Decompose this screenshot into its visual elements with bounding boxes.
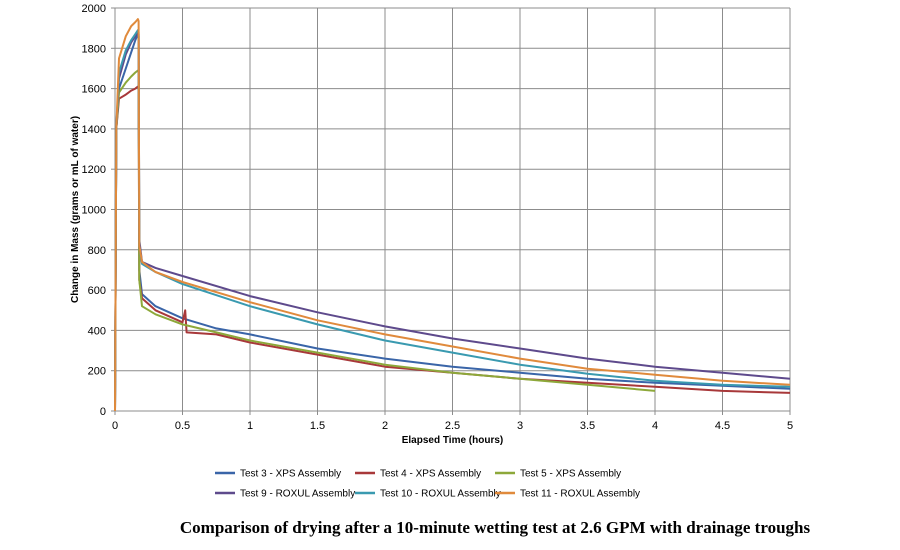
x-tick-label: 0.5 <box>175 420 190 432</box>
series-line-4 <box>114 31 791 412</box>
y-tick-label: 2000 <box>82 3 106 15</box>
series-line-6 <box>114 18 791 412</box>
y-tick-label: 400 <box>88 325 106 337</box>
x-tick-label: 4 <box>652 420 658 432</box>
legend-entry-1: Test 3 - XPS Assembly <box>240 469 341 480</box>
y-tick-label: 0 <box>100 406 106 418</box>
series-line-3 <box>114 69 656 412</box>
y-tick-label: 1600 <box>82 84 106 96</box>
x-tick-label: 2 <box>382 420 388 432</box>
x-tick-label: 2.5 <box>445 420 460 432</box>
y-axis-label: Change in Mass (grams or mL of water) <box>70 116 81 303</box>
legend-entry-5: Test 10 - ROXUL Assembly <box>380 489 501 500</box>
y-tick-label: 1000 <box>82 205 106 217</box>
series-group <box>114 18 791 412</box>
y-tick-label: 1800 <box>82 43 106 55</box>
y-tick-label: 200 <box>88 366 106 378</box>
x-tick-label: 4.5 <box>715 420 730 432</box>
x-tick-label: 1 <box>247 420 253 432</box>
y-tick-label: 1200 <box>82 164 106 176</box>
axes <box>111 7 791 415</box>
y-tick-label: 1400 <box>82 124 106 136</box>
y-tick-label: 600 <box>88 285 106 297</box>
series-line-1 <box>114 33 791 412</box>
x-tick-label: 3.5 <box>580 420 595 432</box>
x-axis-label: Elapsed Time (hours) <box>402 435 504 446</box>
legend-entry-3: Test 5 - XPS Assembly <box>520 469 621 480</box>
y-tick-label: 800 <box>88 245 106 257</box>
legend-entry-2: Test 4 - XPS Assembly <box>380 469 481 480</box>
legend-entry-4: Test 9 - ROXUL Assembly <box>240 489 355 500</box>
x-tick-label: 5 <box>787 420 793 432</box>
legend-entry-6: Test 11 - ROXUL Assembly <box>520 489 640 500</box>
figure-caption: Comparison of drying after a 10-minute w… <box>179 518 811 537</box>
grid-lines <box>115 7 791 411</box>
x-tick-label: 3 <box>517 420 523 432</box>
x-tick-label: 0 <box>112 420 118 432</box>
x-axis-ticks: 0 0.5 1 1.5 2 2.5 3 3.5 4 4.5 5 <box>112 420 793 432</box>
legend: Test 3 - XPS Assembly Test 4 - XPS Assemb… <box>215 469 640 500</box>
x-tick-label: 1.5 <box>310 420 325 432</box>
y-axis-ticks: 0 200 400 600 800 1000 1200 1400 1600 1800 2000 <box>82 3 106 418</box>
